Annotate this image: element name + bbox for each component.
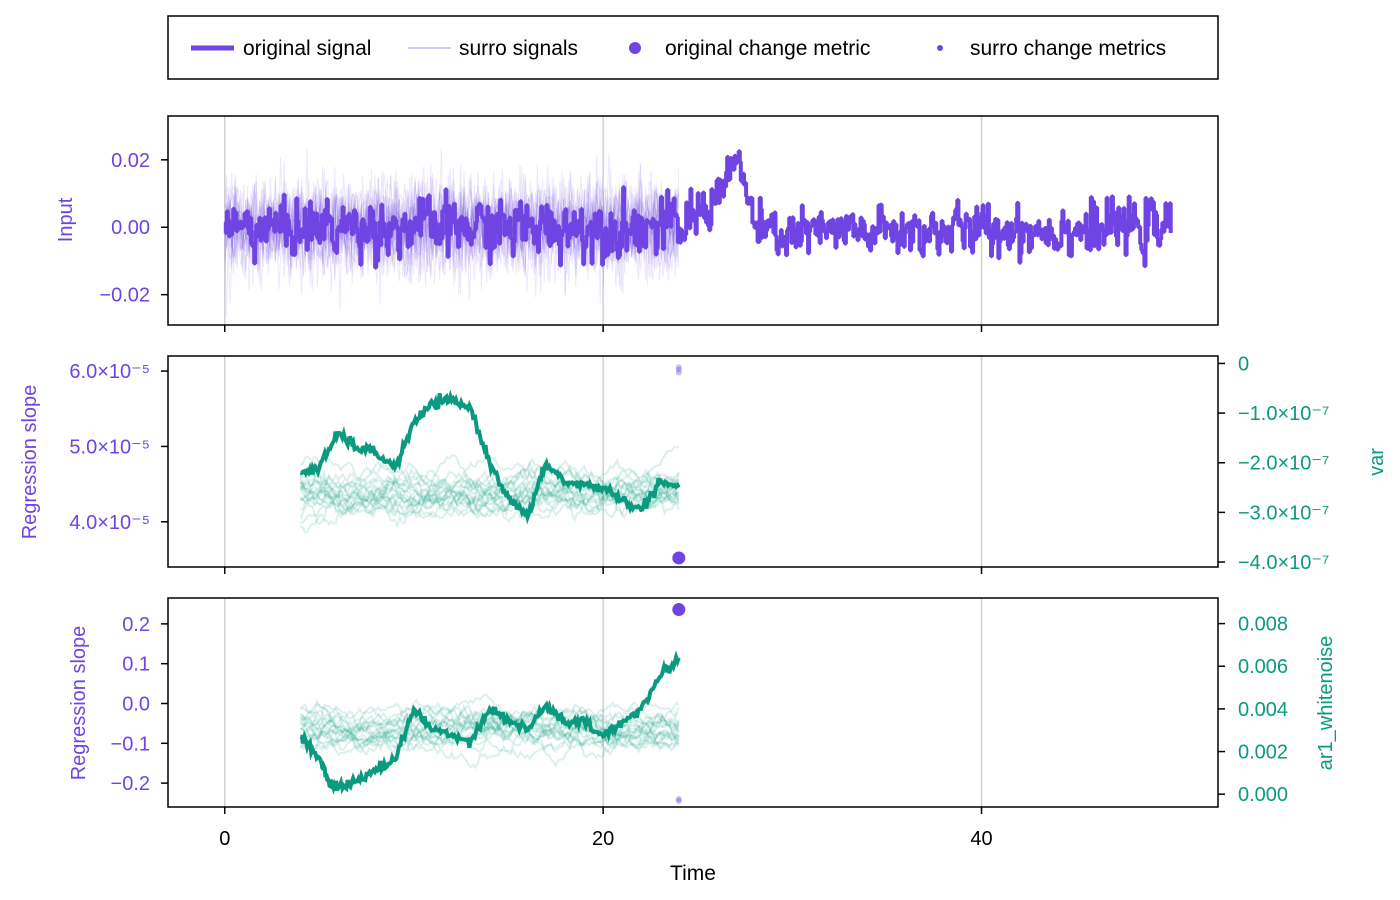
y-tick-label-right: 0.002: [1238, 742, 1288, 764]
surrogate-metric-line: [300, 715, 680, 754]
legend-marker-original-change-metric: [629, 42, 641, 54]
y-tick-label-right: 0.006: [1238, 656, 1288, 678]
surrogate-metric-line: [299, 701, 680, 737]
y-tick-label-right: 0.008: [1238, 614, 1288, 636]
surrogate-metric-line: [300, 703, 680, 752]
y-tick-label-left: 0.02: [111, 150, 150, 172]
y-tick-label-left: 4.0×10⁻⁵: [69, 512, 150, 534]
surrogate-metric-line: [300, 469, 680, 526]
y-tick-label-right: 0: [1238, 353, 1249, 375]
surrogate-metric-line: [300, 472, 680, 517]
y-tick-label-left: 6.0×10⁻⁵: [69, 361, 150, 383]
panel-frame: [167, 115, 1219, 326]
surrogate-metric-line: [300, 705, 680, 756]
variance-metric-line: [299, 389, 681, 525]
ar1-panel: 0 20 40 0.2 0.1 0.0 −0.1 −0.2 0.008 0.006 0.004 0.0…: [68, 597, 1337, 885]
ar1-metric-line: [299, 650, 681, 795]
surrogate-metric-line: [300, 480, 680, 524]
panel-frame: [167, 355, 1219, 568]
x-tick-label: 40: [970, 828, 992, 850]
y-tick-label-left: −0.1: [111, 733, 150, 755]
grid-lines: [224, 356, 983, 567]
y-axis-label-left: Regression slope: [19, 385, 41, 540]
x-tick-label: 20: [592, 828, 614, 850]
axis-ticks: −0.02 0.00 0.02: [99, 150, 983, 332]
surrogate-signal-line: [224, 163, 680, 285]
legend-label-original-signal: original signal: [243, 37, 371, 60]
y-axis-label-right: var: [1366, 448, 1388, 476]
surrogate-change-metric-dot: [675, 366, 682, 373]
change-metric-dots: [672, 603, 686, 805]
surrogate-metric-line: [299, 709, 679, 756]
legend-frame: [167, 15, 1219, 80]
legend-label-surro-change-metrics: surro change metrics: [970, 37, 1166, 60]
y-tick-label-right: −2.0×10⁻⁷: [1238, 453, 1329, 475]
legend-label-original-change-metric: original change metric: [665, 37, 870, 60]
y-tick-label-left: −0.2: [111, 773, 150, 795]
y-tick-label-left: 0.1: [122, 654, 150, 676]
surrogate-change-metric-dot: [675, 798, 682, 805]
y-tick-label-right: −1.0×10⁻⁷: [1238, 403, 1329, 425]
surrogate-metric-line: [300, 701, 680, 753]
change-metric-dots: [672, 364, 686, 565]
y-tick-label-right: −3.0×10⁻⁷: [1238, 502, 1329, 524]
x-tick-label: 0: [219, 828, 230, 850]
variance-panel: 4.0×10⁻⁵ 5.0×10⁻⁵ 6.0×10⁻⁵ 0 −1.0×10⁻⁷ −2.0×1…: [19, 353, 1388, 574]
y-tick-label-right: 0.004: [1238, 699, 1288, 721]
legend-marker-surro-change-metrics: [937, 45, 943, 51]
y-axis-label-left: Regression slope: [68, 626, 90, 781]
surrogate-metric-line: [300, 703, 679, 768]
surrogate-metric-line: [300, 473, 680, 524]
y-tick-label-right: 0.000: [1238, 784, 1288, 806]
y-tick-label-left: −0.02: [99, 285, 150, 307]
surrogate-metric-line: [299, 477, 680, 529]
surrogate-metric-line: [299, 699, 680, 749]
surrogate-metric-line: [299, 474, 680, 516]
y-tick-label-right: −4.0×10⁻⁷: [1238, 552, 1329, 574]
panel-frame: [167, 597, 1219, 808]
surrogate-metric-line: [300, 454, 679, 515]
surrogate-metric-line: [299, 703, 680, 749]
grid-lines: [224, 598, 983, 807]
surrogate-signal-line: [224, 164, 680, 303]
surrogate-metric-line: [299, 701, 680, 757]
surrogate-metric-line: [300, 461, 680, 514]
surrogate-metric-line: [299, 457, 680, 508]
surrogate-signal-line: [224, 171, 680, 295]
original-change-metric-dot: [672, 603, 686, 617]
legend: original signal surro signals original c…: [167, 15, 1219, 80]
surrogate-metric-line: [300, 466, 680, 508]
y-tick-label-left: 0.00: [111, 217, 150, 239]
y-axis-label: Input: [55, 197, 77, 242]
y-axis-label-right: ar1_whitenoise: [1315, 636, 1337, 771]
surrogate-signal-line: [224, 177, 680, 302]
surrogate-change-metric-dot: [675, 796, 682, 803]
y-tick-label-left: 5.0×10⁻⁵: [69, 436, 150, 458]
y-tick-label-left: 0.0: [122, 693, 150, 715]
surrogate-metric-line: [299, 703, 680, 751]
legend-label-surro-signals: surro signals: [459, 37, 578, 60]
y-tick-label-left: 0.2: [122, 614, 150, 636]
surrogate-metric-line: [299, 698, 680, 759]
surrogate-metric-line: [300, 707, 680, 752]
axis-ticks: 4.0×10⁻⁵ 5.0×10⁻⁵ 6.0×10⁻⁵ 0 −1.0×10⁻⁷ −2.0×1…: [69, 353, 1329, 574]
surrogate-change-metric-dot: [675, 364, 682, 371]
input-signal-panel: −0.02 0.00 0.02 Input: [55, 115, 1219, 332]
original-change-metric-dot: [672, 551, 686, 565]
original-signal-line: [223, 149, 1173, 270]
surrogate-change-metric-dot: [675, 369, 682, 376]
x-axis-label: Time: [670, 862, 716, 885]
axis-ticks: 0 20 40 0.2 0.1 0.0 −0.1 −0.2 0.008 0.006 0.004 0.0…: [111, 614, 1289, 850]
